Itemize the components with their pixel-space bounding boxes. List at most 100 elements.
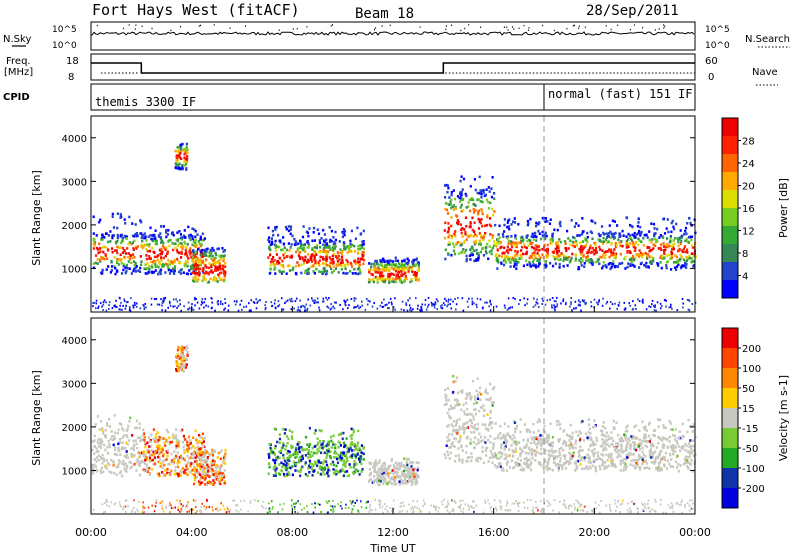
scatter-cell [107, 452, 110, 455]
scatter-cell [104, 253, 107, 256]
scatter-cell [377, 477, 380, 481]
scatter-cell [463, 410, 466, 413]
scatter-cell [409, 467, 412, 471]
scatter-cell [526, 438, 529, 441]
scatter-cell [325, 238, 328, 242]
scatter-cell [346, 260, 349, 263]
scatter-cell [454, 404, 457, 407]
scatter-cell [460, 203, 463, 207]
scatter-cell [285, 435, 289, 438]
scatter-cell [644, 436, 647, 439]
scatter-cell [186, 351, 189, 354]
scatter-cell [339, 444, 342, 447]
noise-search-dot [503, 26, 505, 29]
scatter-cell [269, 443, 272, 447]
scatter-cell [192, 250, 195, 254]
scatter-cell [458, 425, 461, 429]
ground-scatter-cell [102, 301, 105, 303]
scatter-cell [145, 463, 148, 467]
scatter-cell [289, 225, 293, 229]
scatter-cell [455, 398, 458, 402]
scatter-cell [501, 232, 504, 236]
scatter-cell [448, 457, 451, 460]
scatter-cell [295, 446, 298, 450]
scatter-cell [328, 469, 331, 472]
scatter-cell [463, 429, 466, 432]
scatter-cell [469, 441, 472, 445]
freq-left-label-1: Freq. [6, 56, 31, 67]
ground-scatter-cell [120, 301, 122, 304]
scatter-cell [167, 268, 170, 272]
scatter-cell [538, 221, 541, 224]
scatter-cell [123, 218, 126, 221]
scatter-cell [119, 460, 122, 464]
scatter-cell [492, 244, 496, 247]
scatter-cell [476, 460, 479, 463]
ground-scatter-cell [417, 304, 419, 307]
scatter-cell [472, 230, 475, 233]
scatter-cell [403, 263, 406, 267]
scatter-cell [183, 448, 186, 452]
scatter-cell [485, 198, 489, 202]
scatter-cell [374, 468, 377, 472]
scatter-cell [677, 244, 680, 248]
ground-scatter-cell [114, 304, 116, 307]
ground-scatter-cell [224, 302, 227, 304]
scatter-cell [172, 262, 175, 265]
scatter-cell [684, 250, 687, 254]
scatter-cell [184, 437, 187, 441]
scatter-cell [347, 450, 350, 453]
scatter-cell [115, 465, 118, 469]
scatter-cell [549, 238, 552, 241]
scatter-cell [150, 453, 154, 457]
scatter-cell [672, 247, 675, 251]
scatter-cell [505, 442, 508, 446]
noise-search-dot [480, 26, 482, 28]
scatter-cell [675, 268, 678, 271]
scatter-cell [154, 237, 157, 240]
scatter-cell [458, 428, 461, 431]
scatter-cell [322, 445, 325, 448]
scatter-cell [476, 393, 479, 397]
scatter-cell [382, 469, 385, 473]
scatter-cell [553, 250, 556, 254]
scatter-cell [567, 237, 570, 240]
scatter-cell [470, 424, 473, 428]
scatter-cell [116, 257, 119, 261]
scatter-cell [197, 267, 200, 271]
ground-scatter-cell [332, 305, 334, 308]
scatter-cell [404, 479, 407, 483]
scatter-cell [116, 212, 119, 215]
scatter-cell [327, 443, 330, 447]
scatter-cell [179, 268, 182, 272]
scatter-cell [288, 455, 291, 459]
scatter-cell [580, 252, 583, 256]
scatter-cell [589, 258, 592, 261]
scatter-cell [470, 413, 473, 416]
ground-scatter-cell [200, 303, 202, 306]
scatter-cell [114, 249, 117, 252]
scatter-cell [306, 240, 309, 244]
scatter-cell [192, 436, 195, 440]
scatter-cell [458, 252, 461, 255]
ground-scatter-cell [391, 303, 393, 306]
scatter-cell [201, 451, 204, 454]
ground-scatter-cell [495, 305, 498, 308]
scatter-cell [400, 464, 403, 467]
ground-scatter-cell [670, 305, 672, 308]
scatter-cell [278, 473, 282, 476]
scatter-cell [315, 267, 318, 271]
scatter-cell [332, 472, 335, 475]
scatter-cell [214, 269, 217, 272]
scatter-cell [530, 461, 533, 464]
scatter-cell [566, 256, 569, 260]
scatter-cell [471, 247, 474, 250]
cpid-mode-1: themis 3300 IF [95, 95, 196, 109]
scatter-cell [544, 237, 547, 241]
noise-left-label: N.Sky [3, 34, 31, 45]
scatter-cell [285, 464, 288, 467]
scatter-cell [462, 198, 465, 201]
scatter-cell [312, 464, 315, 467]
scatter-cell [146, 249, 149, 253]
scatter-cell [526, 219, 529, 223]
